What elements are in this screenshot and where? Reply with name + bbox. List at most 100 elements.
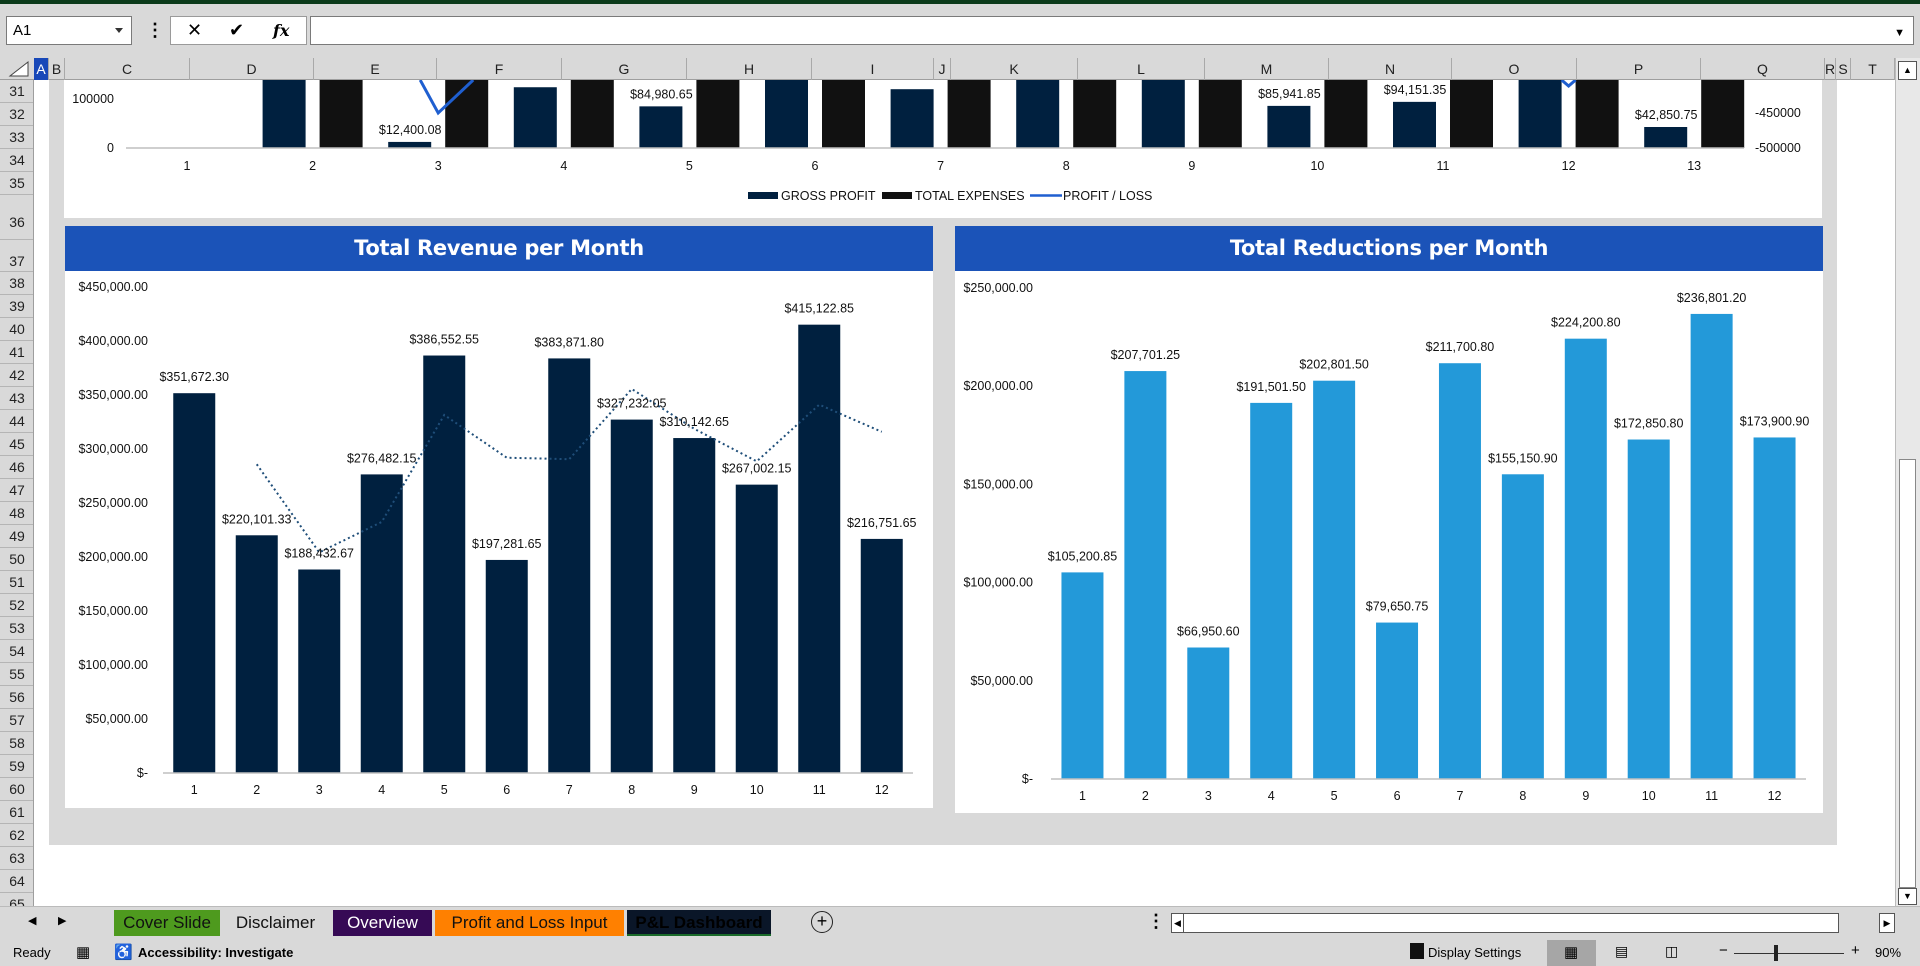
row-header-34[interactable]: 34 <box>0 149 33 172</box>
row-header-51[interactable]: 51 <box>0 571 33 594</box>
page-break-view-icon[interactable]: ◫ <box>1665 943 1679 959</box>
row-header-48[interactable]: 48 <box>0 502 33 525</box>
row-header-54[interactable]: 54 <box>0 640 33 663</box>
row-header-50[interactable]: 50 <box>0 548 33 571</box>
column-header-N[interactable]: N <box>1329 58 1452 80</box>
profit-loss-marker <box>1560 80 1577 88</box>
column-header-J[interactable]: J <box>934 58 951 80</box>
row-header-31[interactable]: 31 <box>0 80 33 103</box>
zoom-out-icon[interactable]: − <box>1719 942 1728 959</box>
row-header-42[interactable]: 42 <box>0 364 33 387</box>
more-options-icon[interactable]: ⋮ <box>1147 911 1165 931</box>
name-box[interactable]: A1 <box>6 16 132 45</box>
column-header-M[interactable]: M <box>1205 58 1329 80</box>
chevron-down-icon[interactable] <box>115 28 123 33</box>
scroll-right-icon[interactable]: ▶ <box>1879 913 1895 933</box>
row-header-44[interactable]: 44 <box>0 410 33 433</box>
row-header-61[interactable]: 61 <box>0 801 33 824</box>
check-icon[interactable]: ✔ <box>229 20 245 40</box>
row-header-62[interactable]: 62 <box>0 824 33 847</box>
column-header-I[interactable]: I <box>812 58 934 80</box>
revenue-chart-panel[interactable]: $- $50,000.00 $100,000.00 $150,000.00 $200,0… <box>65 271 933 808</box>
row-header-52[interactable]: 52 <box>0 594 33 617</box>
column-header-C[interactable]: C <box>65 58 190 80</box>
chevron-down-icon[interactable]: ▼ <box>1894 27 1905 39</box>
reductions-chart-panel[interactable]: $- $50,000.00 $100,000.00 $150,000.00 $200,0… <box>955 271 1823 813</box>
sheet-tab-overview[interactable]: Overview <box>333 910 432 936</box>
row-header-53[interactable]: 53 <box>0 617 33 640</box>
row-header-39[interactable]: 39 <box>0 295 33 318</box>
reductions-chart[interactable]: $- $50,000.00 $100,000.00 $150,000.00 $200,0… <box>955 271 1823 813</box>
sheet-tab-disclaimer[interactable]: Disclaimer <box>220 910 331 936</box>
zoom-slider-thumb[interactable] <box>1774 945 1778 961</box>
column-header-R[interactable]: R <box>1825 58 1836 80</box>
page-layout-view-icon[interactable]: ▤ <box>1615 943 1629 959</box>
row-header-47[interactable]: 47 <box>0 479 33 502</box>
zoom-slider[interactable] <box>1734 953 1844 954</box>
horizontal-scrollbar[interactable]: ◀ <box>1171 913 1839 933</box>
revenue-chart[interactable]: $- $50,000.00 $100,000.00 $150,000.00 $200,0… <box>65 271 933 808</box>
row-header-36[interactable]: 36 <box>0 195 33 240</box>
scroll-left-icon[interactable]: ◀ <box>1172 914 1184 932</box>
accessibility-icon[interactable]: ♿ <box>114 944 133 961</box>
column-header-L[interactable]: L <box>1078 58 1205 80</box>
row-header-59[interactable]: 59 <box>0 755 33 778</box>
sheet-tab-cover-slide[interactable]: Cover Slide <box>114 910 220 936</box>
column-header-D[interactable]: D <box>190 58 314 80</box>
column-header-K[interactable]: K <box>951 58 1078 80</box>
row-header-49[interactable]: 49 <box>0 525 33 548</box>
zoom-in-icon[interactable]: + <box>1851 942 1860 959</box>
row-header-46[interactable]: 46 <box>0 456 33 479</box>
formula-input[interactable]: ▼ <box>310 16 1914 45</box>
tab-scroll-right-icon[interactable]: ▶ <box>58 915 67 927</box>
row-header-33[interactable]: 33 <box>0 126 33 149</box>
sheet-grid[interactable]: 100000 0 -450000 -500000 1 2 $12,400.08 3 4 $84,9… <box>34 80 1895 906</box>
tab-scroll-left-icon[interactable]: ◀ <box>28 915 37 927</box>
row-header-35[interactable]: 35 <box>0 172 33 195</box>
row-header-65[interactable]: 65 <box>0 893 33 906</box>
zoom-level[interactable]: 90% <box>1875 945 1902 960</box>
profit-loss-chart-panel[interactable]: 100000 0 -450000 -500000 1 2 $12,400.08 3 4 $84,9… <box>64 80 1822 218</box>
row-header-57[interactable]: 57 <box>0 709 33 732</box>
row-header-45[interactable]: 45 <box>0 433 33 456</box>
row-header-56[interactable]: 56 <box>0 686 33 709</box>
column-header-H[interactable]: H <box>687 58 812 80</box>
row-header-60[interactable]: 60 <box>0 778 33 801</box>
sheet-tab-p-l-dashboard[interactable]: P&L Dashboard <box>627 910 771 936</box>
calculator-icon[interactable]: ▦ <box>76 944 91 961</box>
x-icon[interactable]: ✕ <box>187 20 203 40</box>
scroll-down-icon[interactable]: ▼ <box>1898 888 1917 905</box>
row-header-43[interactable]: 43 <box>0 387 33 410</box>
column-header-T[interactable]: T <box>1851 58 1895 80</box>
scroll-up-icon[interactable]: ▲ <box>1898 61 1917 80</box>
column-header-Q[interactable]: Q <box>1701 58 1825 80</box>
display-settings-button[interactable]: Display Settings <box>1428 945 1522 960</box>
row-header-41[interactable]: 41 <box>0 341 33 364</box>
column-header-O[interactable]: O <box>1452 58 1577 80</box>
vertical-scroll-thumb[interactable] <box>1899 459 1916 888</box>
row-header-64[interactable]: 64 <box>0 870 33 893</box>
column-header-B[interactable]: B <box>49 58 65 80</box>
row-header-38[interactable]: 38 <box>0 272 33 295</box>
display-settings-icon[interactable] <box>1410 943 1424 959</box>
fx-icon[interactable]: fx <box>273 21 290 40</box>
accessibility-status[interactable]: Accessibility: Investigate <box>138 945 294 960</box>
more-options-icon[interactable]: ⋮ <box>146 20 164 40</box>
row-header-37[interactable]: 37 <box>0 240 33 272</box>
column-header-S[interactable]: S <box>1836 58 1851 80</box>
column-header-P[interactable]: P <box>1577 58 1701 80</box>
add-sheet-icon[interactable]: + <box>811 911 833 933</box>
normal-view-button[interactable]: ▦ <box>1547 940 1596 966</box>
column-header-A[interactable]: A <box>34 58 49 80</box>
sheet-tab-profit-and-loss-input[interactable]: Profit and Loss Input <box>435 910 624 936</box>
column-header-E[interactable]: E <box>314 58 437 80</box>
column-header-G[interactable]: G <box>562 58 687 80</box>
row-header-32[interactable]: 32 <box>0 103 33 126</box>
row-header-40[interactable]: 40 <box>0 318 33 341</box>
column-header-F[interactable]: F <box>437 58 562 80</box>
row-header-58[interactable]: 58 <box>0 732 33 755</box>
row-header-63[interactable]: 63 <box>0 847 33 870</box>
select-all-button[interactable] <box>0 58 34 80</box>
row-header-55[interactable]: 55 <box>0 663 33 686</box>
